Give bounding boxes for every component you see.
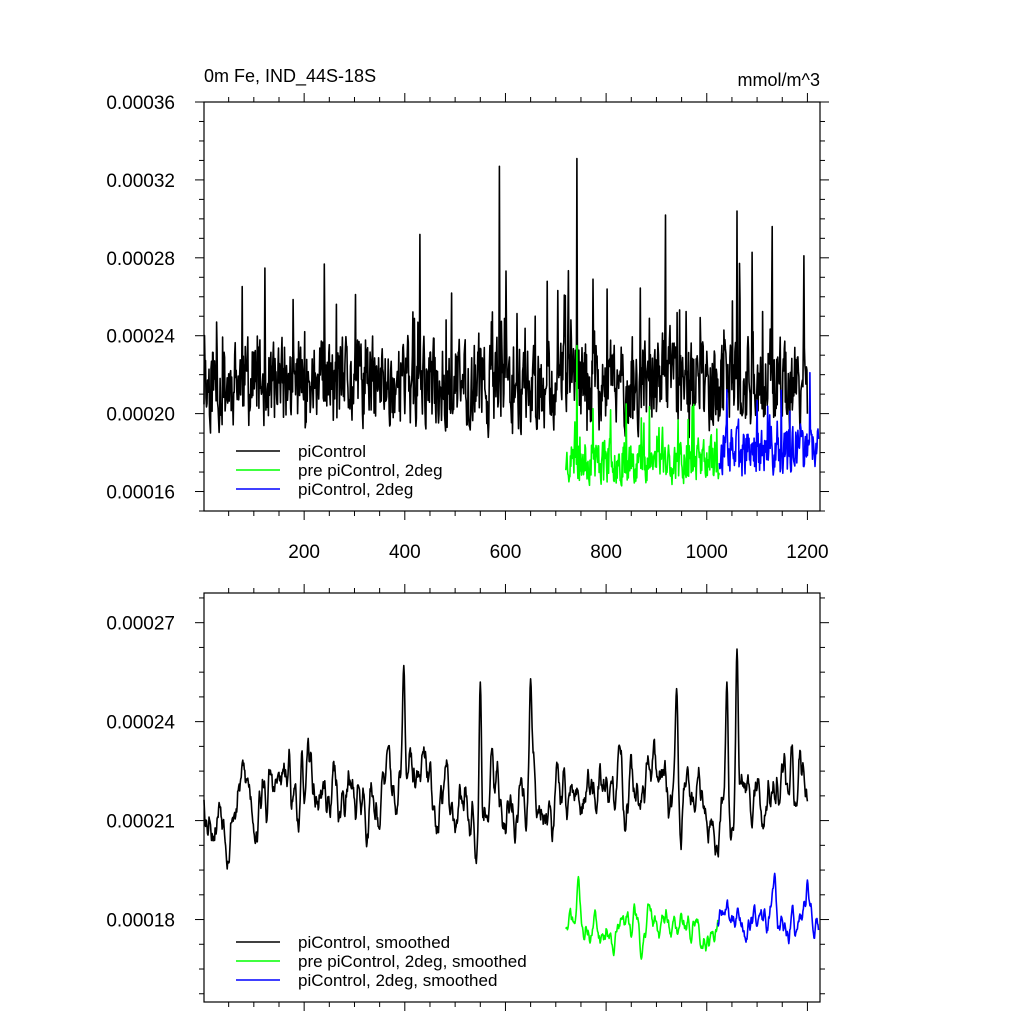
legend-label: pre piControl, 2deg, smoothed: [298, 952, 527, 971]
top-panel: 0m Fe, IND_44S-18S mmol/m^3 200 400 600 800…: [106, 66, 829, 563]
series-line-0-1: [565, 344, 721, 487]
x-tick-label: 400: [389, 542, 421, 563]
top-panel-units: mmol/m^3: [738, 70, 820, 90]
y-tick-label: 0.00018: [106, 911, 175, 932]
series-line-1-0: [203, 648, 809, 870]
y-tick-label: 0.00032: [106, 171, 175, 192]
top-panel-series: [203, 157, 820, 487]
bottom-panel: 0.00018 0.00021 0.00024 0.00027 piControl, …: [106, 584, 829, 1011]
x-tick-label: 1000: [686, 542, 728, 563]
y-tick-label: 0.00020: [106, 405, 175, 426]
bottom-panel-axes: 0.00018 0.00021 0.00024 0.00027: [106, 584, 829, 1011]
y-tick-label: 0.00028: [106, 249, 175, 270]
x-tick-label: 800: [590, 542, 622, 563]
y-tick-label: 0.00027: [106, 614, 175, 635]
legend-label: piControl: [298, 442, 366, 461]
y-tick-label: 0.00024: [106, 327, 175, 348]
plot-frame: [203, 592, 821, 1003]
y-tick-label: 0.00016: [106, 483, 175, 504]
legend-label: piControl, 2deg: [298, 480, 413, 499]
series-line-1-1: [565, 875, 719, 960]
x-tick-label: 1200: [786, 542, 828, 563]
series-line-0-0: [203, 157, 809, 439]
y-tick-label: 0.00021: [106, 812, 175, 833]
x-tick-label: 200: [288, 542, 320, 563]
x-tick-label: 600: [490, 542, 522, 563]
series-line-0-2: [718, 371, 820, 477]
bottom-panel-series: [203, 648, 820, 960]
legend-label: piControl, smoothed: [298, 933, 450, 952]
y-tick-label: 0.00036: [106, 93, 175, 114]
series-line-1-2: [717, 872, 820, 945]
top-panel-axes: 200 400 600 800 1000 1200 0.00016 0.00020 0.0002…: [106, 93, 829, 563]
plot-frame: [203, 101, 821, 512]
legend-label: pre piControl, 2deg: [298, 461, 443, 480]
top-panel-title: 0m Fe, IND_44S-18S: [204, 66, 376, 87]
y-tick-label: 0.00024: [106, 713, 175, 734]
legend-label: piControl, 2deg, smoothed: [298, 971, 497, 990]
